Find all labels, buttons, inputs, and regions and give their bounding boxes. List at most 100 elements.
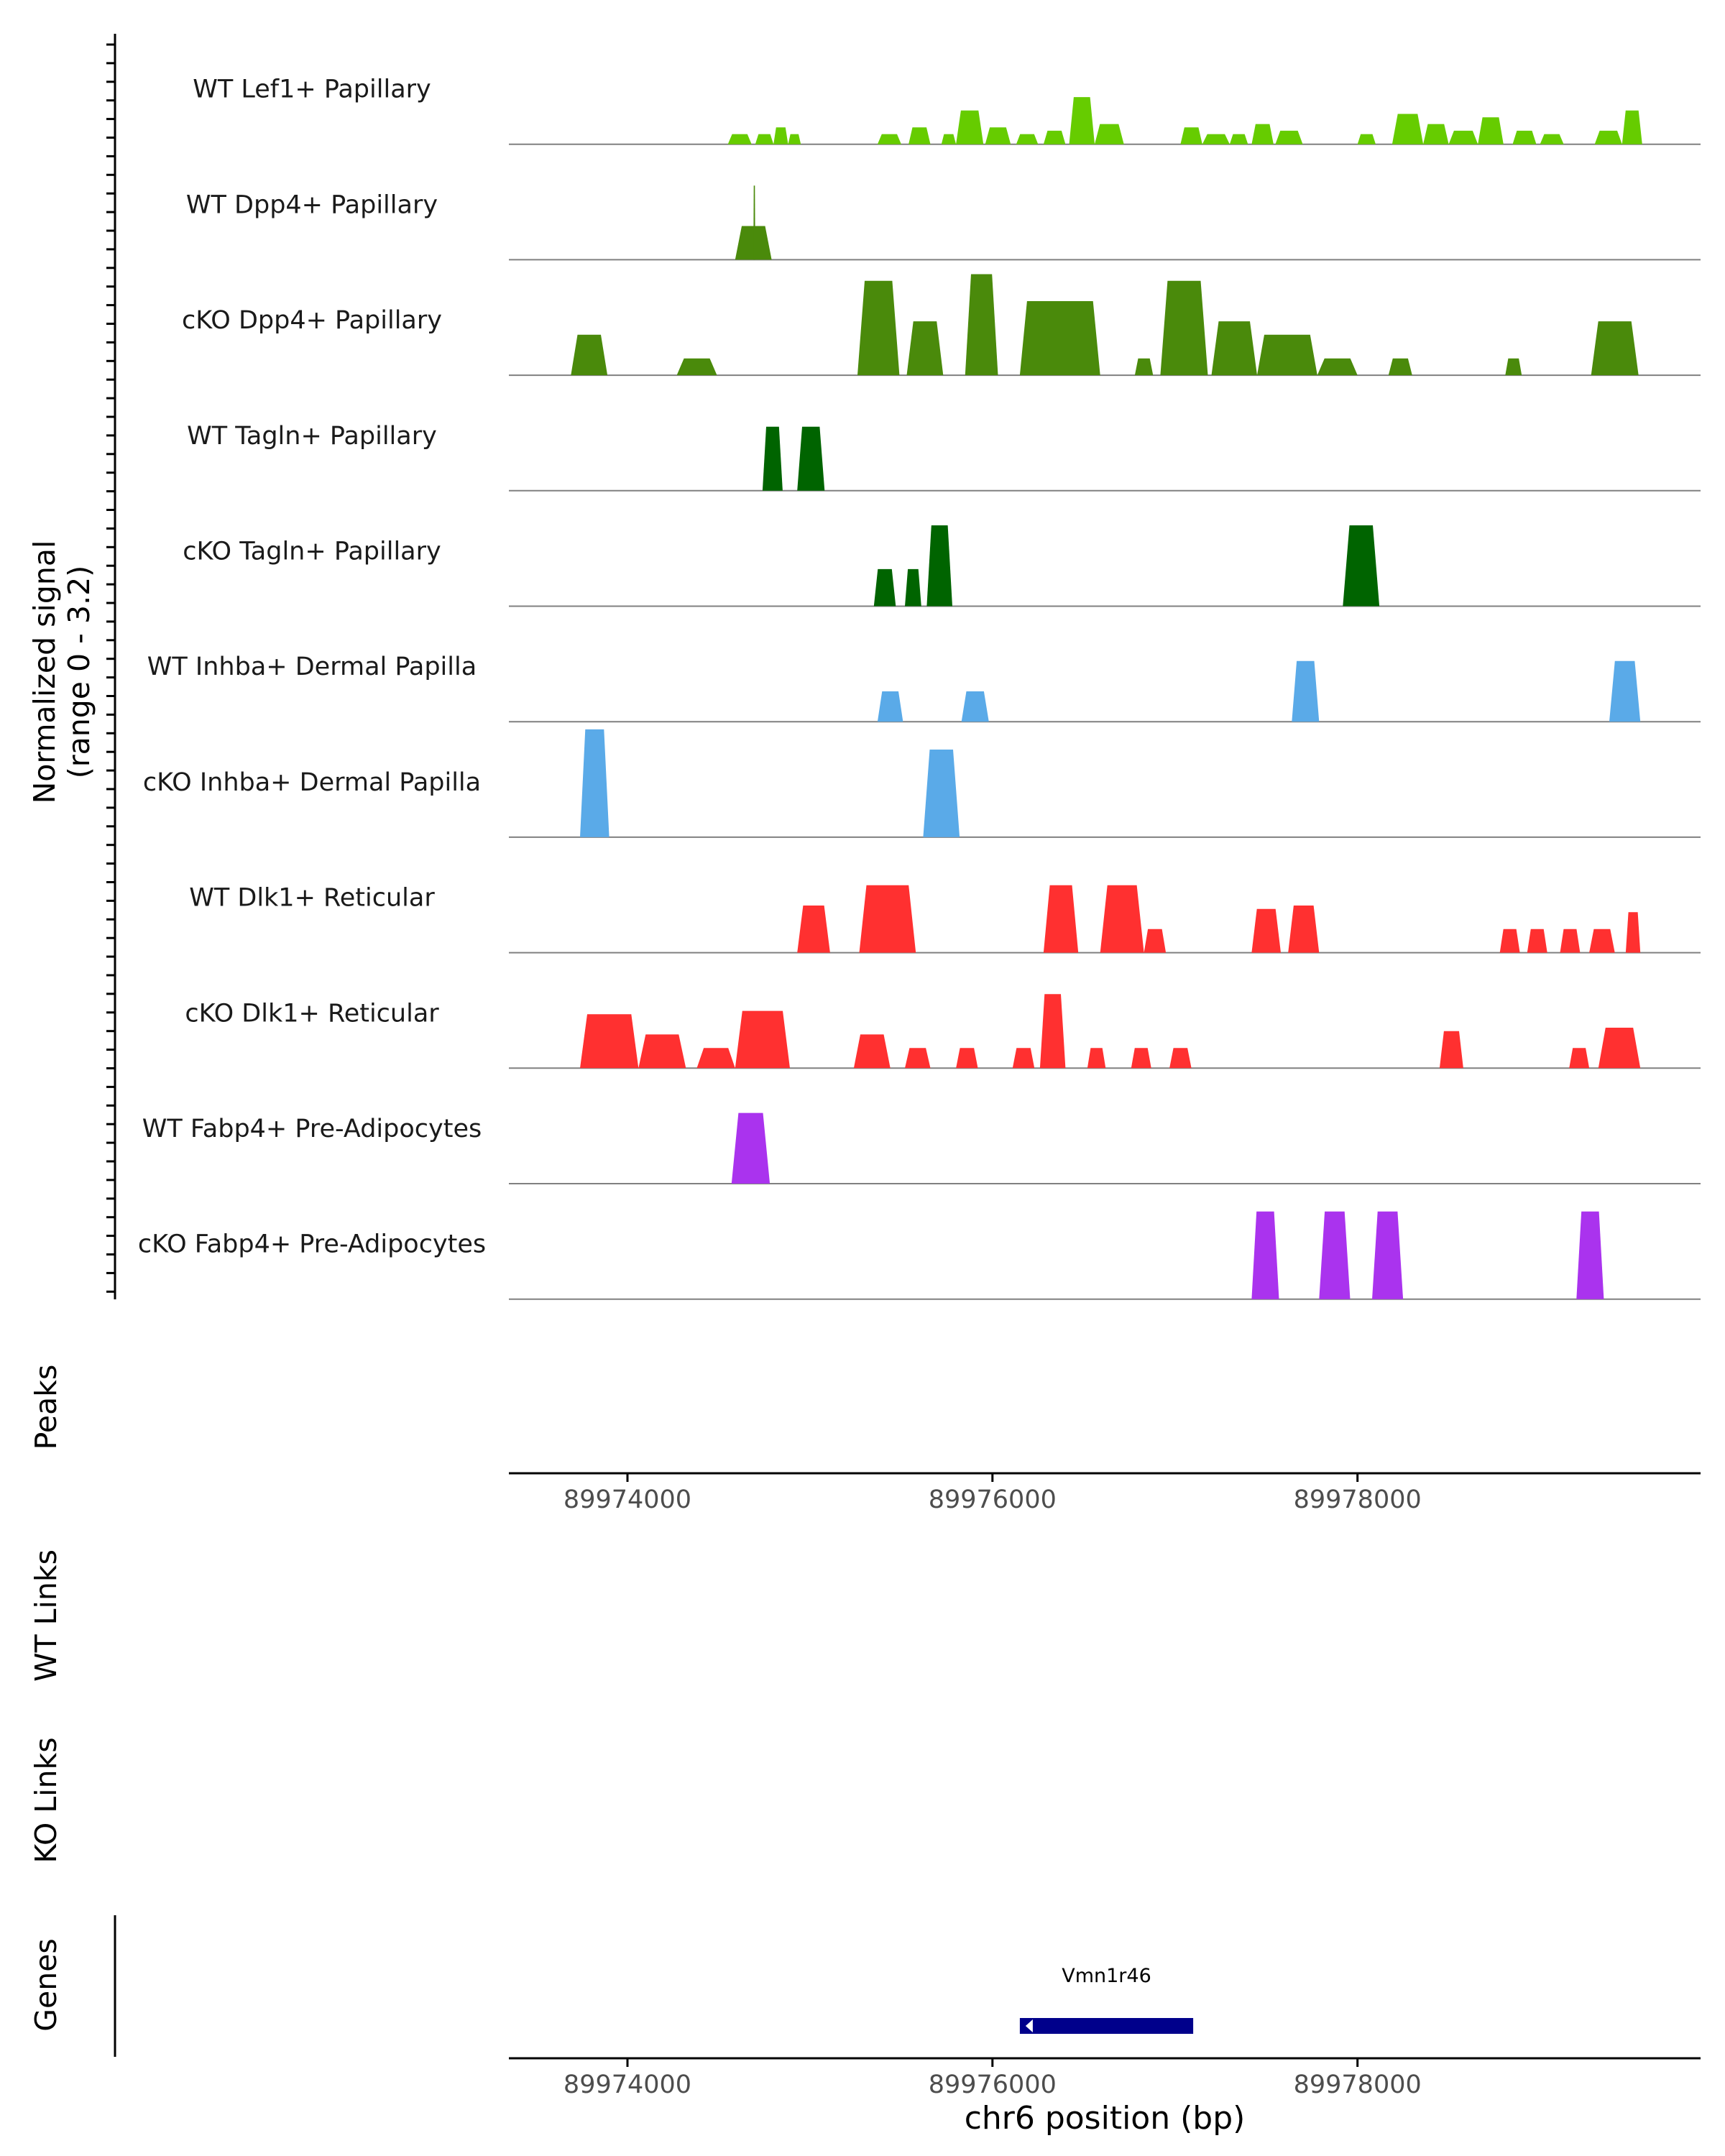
gene-body [1019,2018,1194,2034]
signal-peak [1392,114,1424,144]
signal-peak [1019,301,1100,376]
signal-peak [676,358,717,376]
signal-peak [1622,110,1642,144]
signal-peak [965,274,998,376]
signal-peak [1589,929,1615,953]
signal-peak [1598,1028,1641,1069]
signal-peak [731,1112,770,1184]
signal-peak [1448,130,1478,144]
signal-peak [877,691,903,722]
signal-peak [905,568,921,607]
signal-peak [797,906,830,953]
track-cko-dpp4-papillary: cKO Dpp4+ Papillary [182,274,1701,377]
track-label: WT Dpp4+ Papillary [186,190,438,219]
signal-peak [1251,124,1274,144]
signal-peak [1202,134,1230,144]
signal-peak [1100,885,1144,953]
ko-links-track-label: KO Links [29,1737,63,1863]
x-tick-label: 89978000 [1294,1485,1422,1514]
signal-peak [753,185,755,260]
signal-peak [926,525,952,607]
signal-peak [1527,929,1547,953]
signal-peak [735,226,772,260]
signal-peak [571,334,608,376]
signal-peak [1576,1211,1604,1299]
signal-peak [1357,134,1376,144]
signal-peak [1069,97,1095,144]
track-wt-fabp4-pre-adipocytes: WT Fabp4+ Pre-Adipocytes [142,1112,1701,1184]
signal-peak [1160,280,1208,376]
signal-peak [762,426,783,491]
signal-y-ticks [106,43,115,1293]
track-label: cKO Tagln+ Papillary [183,538,441,566]
x-tick-label: 89974000 [564,1485,691,1514]
signal-peak [923,750,960,837]
signal-peak [956,1048,978,1069]
signal-peak [1211,321,1257,376]
signal-peak [1594,130,1622,144]
signal-peak [580,1014,639,1069]
x-tick-label: 89974000 [564,2070,691,2099]
track-label: cKO Dpp4+ Papillary [182,306,442,335]
signal-peak [580,729,610,837]
signal-peak [859,885,916,953]
signal-peak [1560,929,1581,953]
signal-peak [1095,124,1124,144]
signal-peak [1292,660,1320,722]
signal-peak [1131,1048,1151,1069]
signal-peak [696,1048,735,1069]
signal-peak [853,1034,891,1069]
track-cko-dlk1-reticular: cKO Dlk1+ Reticular [185,994,1701,1069]
signal-peak [1288,906,1320,953]
track-label: cKO Inhba+ Dermal Papilla [143,768,481,797]
signal-peak [1134,358,1154,376]
signal-peak [1609,660,1641,722]
signal-peak [873,568,896,607]
track-cko-inhba-dermal-papilla: cKO Inhba+ Dermal Papilla [143,729,1701,838]
track-label: WT Inhba+ Dermal Papilla [147,653,477,681]
signal-peak [735,1010,790,1069]
signal-peak [1505,358,1522,376]
track-label: WT Fabp4+ Pre-Adipocytes [142,1115,482,1143]
ylabel-range: (range 0 - 3.2) [62,566,96,778]
xlabel: chr6 position (bp) [965,2100,1246,2137]
signal-peak [941,134,957,144]
genes-x-ticks: 89974000 89976000 89978000 [564,2058,1422,2099]
signal-peak [1569,1048,1590,1069]
signal-peak [1439,1031,1463,1069]
signal-peak [906,321,944,376]
signal-peak [773,127,788,144]
track-wt-dlk1-reticular: WT Dlk1+ Reticular [189,884,1701,954]
genes-track-label: Genes [29,1938,63,2032]
signal-peak [1423,124,1449,144]
signal-peak [961,691,989,722]
signal-peak [1251,908,1281,953]
coverage-tracks: WT Lef1+ Papillary WT Dpp4+ Papillary cKO … [138,75,1701,1300]
track-wt-lef1-papillary: WT Lef1+ Papillary [193,75,1701,145]
signal-peak [1043,130,1066,144]
signal-peak [638,1034,686,1069]
signal-peak [1012,1048,1035,1069]
track-wt-tagln-papillary: WT Tagln+ Papillary [187,422,1701,492]
signal-peak [857,280,900,376]
track-label: cKO Dlk1+ Reticular [185,999,439,1028]
track-wt-dpp4-papillary: WT Dpp4+ Papillary [186,185,1701,261]
signal-peak [1087,1048,1106,1069]
signal-peak [1180,127,1202,144]
track-label: WT Tagln+ Papillary [187,422,437,451]
peaks-x-ticks: 89974000 89976000 89978000 [564,1473,1422,1514]
x-tick-label: 89978000 [1294,2070,1422,2099]
signal-peak [1512,130,1537,144]
signal-peak [1144,929,1167,953]
gene-strand-arrow [1025,2019,1033,2032]
signal-peak [985,127,1011,144]
peaks-track-label: Peaks [29,1365,63,1450]
signal-peak [877,134,901,144]
signal-peak [797,426,825,491]
signal-peak [1388,358,1412,376]
signal-peak [908,127,931,144]
signal-peak [1317,358,1358,376]
gene-name: Vmn1r46 [1062,1965,1151,1987]
signal-peak [1591,321,1639,376]
